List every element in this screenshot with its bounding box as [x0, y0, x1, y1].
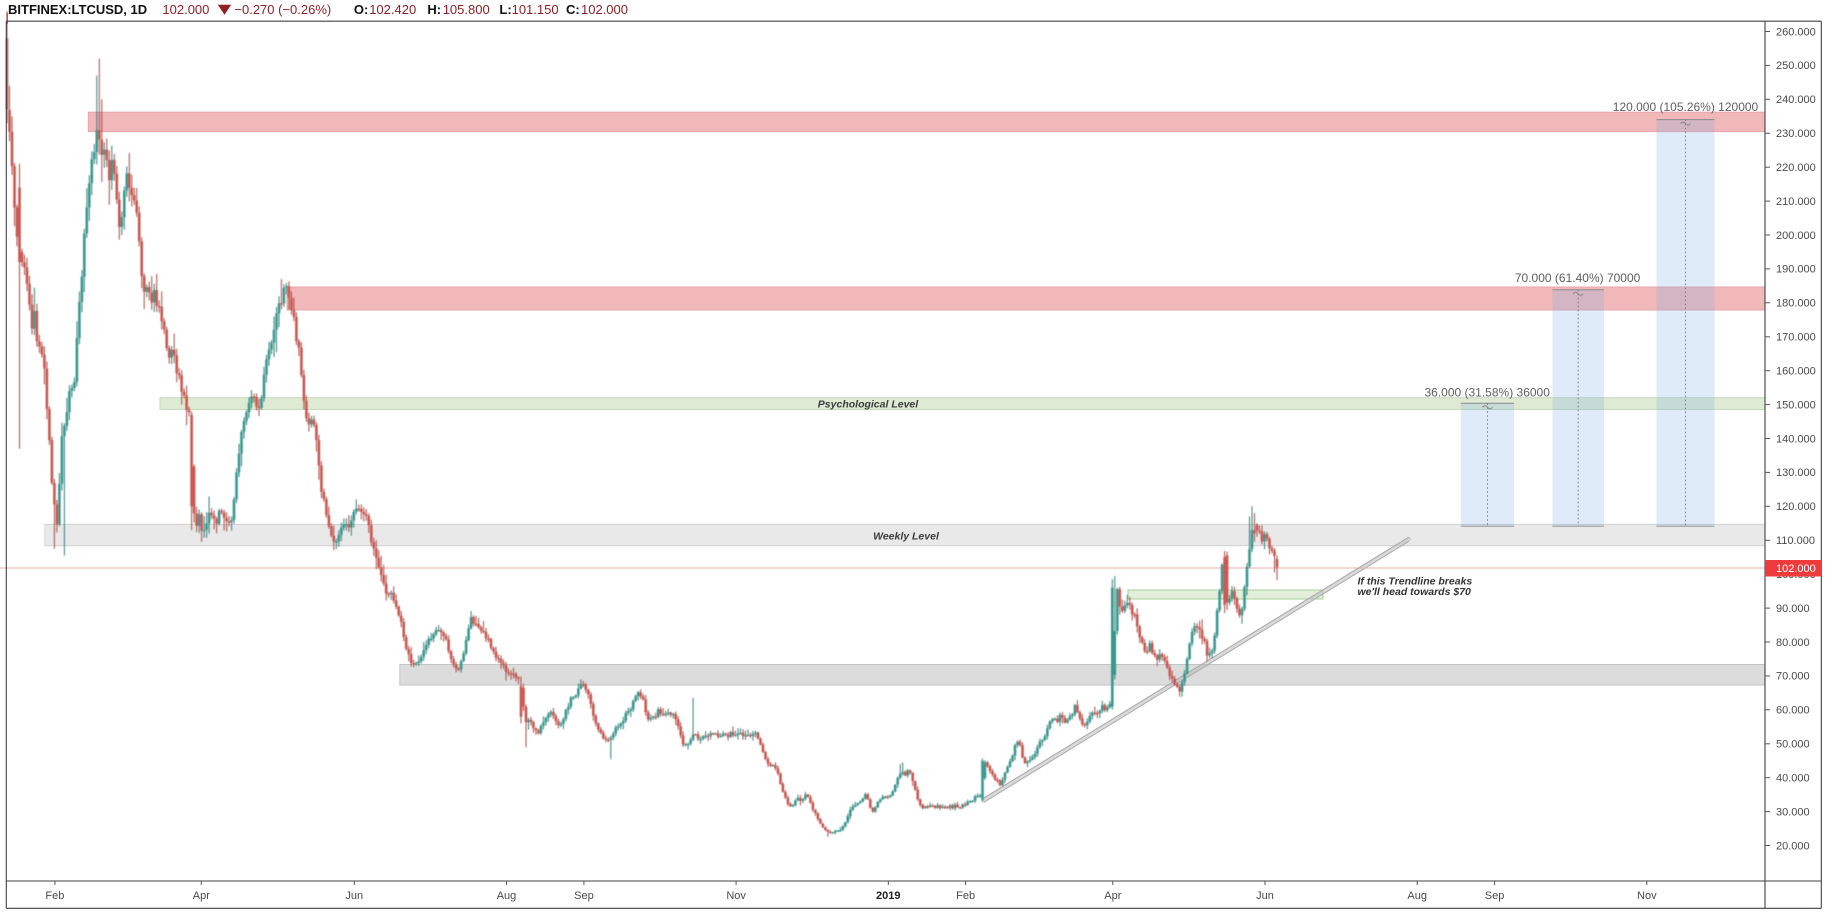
svg-text:140.000: 140.000: [1776, 433, 1816, 445]
svg-text:Jun: Jun: [345, 890, 363, 902]
svg-text:Aug: Aug: [497, 890, 517, 902]
svg-text:2019: 2019: [876, 890, 900, 902]
svg-text:50.000: 50.000: [1776, 739, 1810, 751]
svg-text:Nov: Nov: [1637, 890, 1657, 902]
svg-text:40.000: 40.000: [1776, 773, 1810, 785]
svg-text:−0.270 (−0.26%): −0.270 (−0.26%): [234, 2, 331, 17]
svg-text:210.000: 210.000: [1776, 196, 1816, 208]
svg-text:90.000: 90.000: [1776, 603, 1810, 615]
svg-text:101.150: 101.150: [512, 2, 559, 17]
svg-text:Feb: Feb: [956, 890, 975, 902]
svg-text:70.000: 70.000: [1776, 671, 1810, 683]
svg-text:250.000: 250.000: [1776, 60, 1816, 72]
svg-text:190.000: 190.000: [1776, 264, 1816, 276]
svg-text:240.000: 240.000: [1776, 94, 1816, 106]
svg-text:102.000: 102.000: [1776, 563, 1816, 575]
svg-text:160.000: 160.000: [1776, 366, 1816, 378]
svg-text:110.000: 110.000: [1776, 535, 1815, 547]
svg-text:L:: L:: [499, 2, 511, 17]
svg-text:102.420: 102.420: [369, 2, 416, 17]
svg-text:O:: O:: [354, 2, 368, 17]
svg-text:Psychological Level: Psychological Level: [818, 399, 919, 411]
svg-text:102.000: 102.000: [581, 2, 628, 17]
svg-text:120.000: 120.000: [1776, 501, 1816, 513]
svg-text:Apr: Apr: [193, 890, 210, 902]
svg-text:H:: H:: [427, 2, 441, 17]
svg-text:20.000: 20.000: [1776, 840, 1810, 852]
svg-text:36.000 (31.58%) 36000: 36.000 (31.58%) 36000: [1424, 386, 1550, 400]
svg-text:C:: C:: [566, 2, 580, 17]
svg-text:180.000: 180.000: [1776, 298, 1816, 310]
svg-text:Sep: Sep: [574, 890, 594, 902]
svg-text:80.000: 80.000: [1776, 637, 1810, 649]
svg-text:105.800: 105.800: [443, 2, 490, 17]
svg-text:60.000: 60.000: [1776, 705, 1810, 717]
svg-text:we'll head towards $70: we'll head towards $70: [1358, 586, 1472, 598]
svg-text:Nov: Nov: [726, 890, 746, 902]
svg-text:200.000: 200.000: [1776, 230, 1816, 242]
svg-text:Feb: Feb: [45, 890, 64, 902]
svg-text:Aug: Aug: [1407, 890, 1427, 902]
svg-text:Jun: Jun: [1256, 890, 1274, 902]
svg-text:30.000: 30.000: [1776, 806, 1810, 818]
svg-text:BITFINEX:LTCUSD, 1D: BITFINEX:LTCUSD, 1D: [8, 2, 147, 17]
svg-text:Sep: Sep: [1485, 890, 1505, 902]
svg-text:260.000: 260.000: [1776, 26, 1816, 38]
svg-text:Apr: Apr: [1104, 890, 1121, 902]
svg-text:150.000: 150.000: [1776, 399, 1816, 411]
svg-text:170.000: 170.000: [1776, 332, 1816, 344]
svg-text:70.000 (61.40%) 70000: 70.000 (61.40%) 70000: [1515, 271, 1641, 285]
svg-text:130.000: 130.000: [1776, 467, 1816, 479]
svg-text:230.000: 230.000: [1776, 128, 1816, 140]
svg-text:Weekly Level: Weekly Level: [873, 531, 940, 543]
svg-text:120.000 (105.26%) 120000: 120.000 (105.26%) 120000: [1613, 100, 1759, 114]
svg-text:If this Trendline breaks: If this Trendline breaks: [1358, 575, 1473, 587]
svg-text:220.000: 220.000: [1776, 162, 1816, 174]
svg-text:102.000: 102.000: [162, 2, 209, 17]
